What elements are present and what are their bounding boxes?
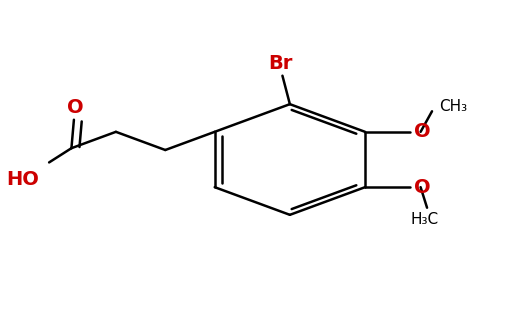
Text: O: O [414,178,430,197]
Text: H₃C: H₃C [411,212,439,227]
Text: O: O [414,122,430,141]
Text: Br: Br [268,54,292,73]
Text: CH₃: CH₃ [439,99,467,114]
Text: O: O [67,98,83,116]
Text: HO: HO [6,170,39,189]
